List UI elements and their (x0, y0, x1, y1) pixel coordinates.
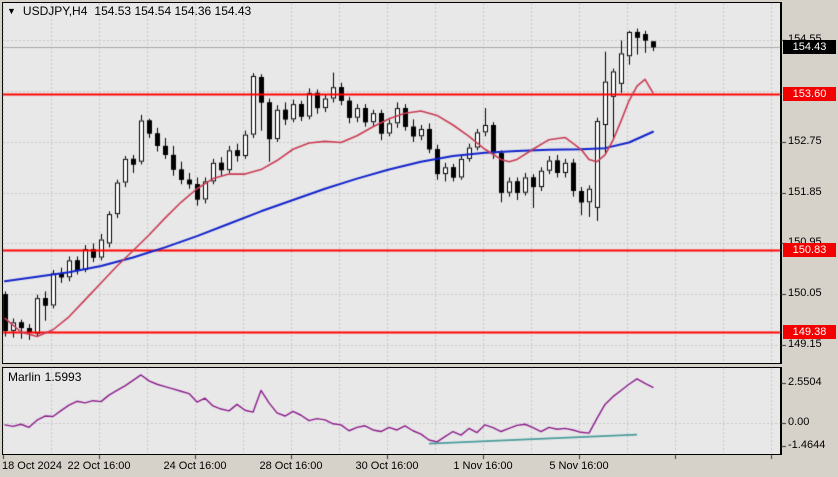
price-axis[interactable]: 154.55152.75151.85150.95150.05149.152.55… (782, 0, 838, 459)
time-tick-label: 24 Oct 16:00 (163, 460, 227, 472)
price-level-badge: 153.60 (783, 87, 836, 101)
current-price-badge: 154.43 (783, 40, 836, 55)
symbol-period-label: USDJPY,H4 (22, 4, 88, 18)
time-axis[interactable]: 18 Oct 2024 22 Oct 16:00 24 Oct 16:00 28 Oc… (0, 458, 838, 476)
indicator-tick-label: 0.00 (788, 416, 810, 428)
time-tick-label: 5 Nov 16:00 (549, 460, 609, 472)
price-tick-label: 152.75 (788, 134, 822, 147)
indicator-name: Marlin (8, 370, 41, 384)
indicator-value: 1.5993 (44, 370, 82, 384)
indicator-label: Marlin 1.5993 (8, 370, 85, 384)
price-tick-label: 150.05 (788, 287, 822, 300)
price-tick-label: 149.15 (788, 337, 822, 350)
price-level-badge: 150.83 (783, 243, 836, 258)
time-tick-label: 28 Oct 16:00 (259, 460, 323, 472)
ohlc-values: 154.53 154.54 154.36 154.43 (94, 4, 252, 18)
time-tick-label: 1 Nov 16:00 (453, 460, 513, 472)
price-tick-label: 151.85 (788, 185, 822, 198)
indicator-tick-label: 2.5504 (788, 376, 822, 389)
chart-title: ▼ USDJPY,H4 154.53 154.54 154.36 154.43 (7, 4, 251, 18)
time-tick-label: 18 Oct 2024 (2, 460, 62, 472)
time-tick-label: 22 Oct 16:00 (67, 460, 131, 472)
time-tick-label: 30 Oct 16:00 (355, 460, 419, 472)
indicator-tick-label: -1.4644 (788, 438, 826, 451)
symbol-dropdown-icon[interactable]: ▼ (7, 6, 16, 16)
price-level-badge: 149.38 (783, 325, 836, 339)
